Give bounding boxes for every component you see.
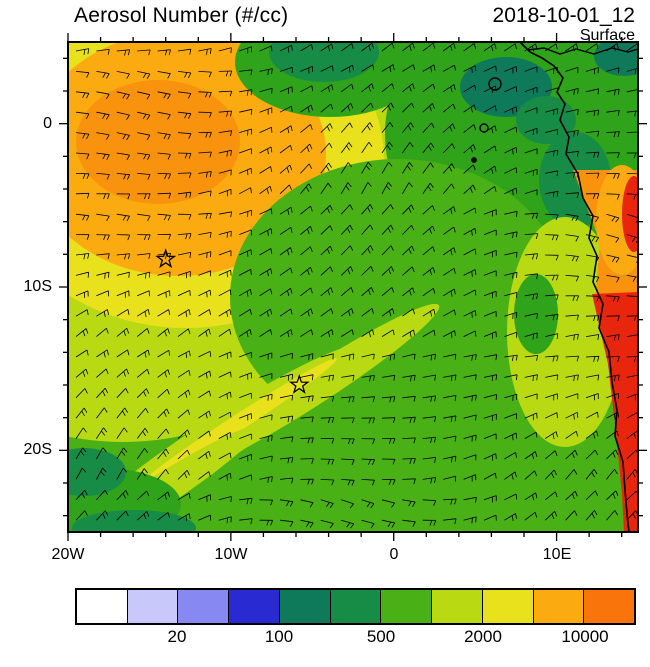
colorbar-label: 500	[366, 627, 396, 646]
field-region	[596, 165, 638, 275]
colorbar-swatch	[380, 590, 432, 623]
island-outline	[479, 123, 489, 133]
plot-datetime: 2018-10-01_12	[492, 4, 635, 27]
colorbar-label: 100	[264, 627, 294, 646]
star-marker	[288, 374, 310, 394]
x-tick-label-20w: 20W	[51, 546, 85, 563]
plot-title: Aerosol Number (#/cc)	[74, 4, 289, 27]
field-region	[76, 80, 240, 204]
x-tick-label-10e: 10E	[542, 546, 572, 563]
colorbar-swatch	[77, 590, 127, 623]
plot-frame	[59, 33, 647, 541]
x-tick-label-0: 0	[389, 546, 399, 563]
field-region	[72, 510, 196, 532]
star-marker	[155, 248, 177, 269]
field-region	[622, 176, 638, 252]
colorbar-swatch	[177, 590, 229, 623]
island-outline	[488, 77, 502, 91]
colorbar-swatch	[126, 590, 178, 623]
colorbar-label: 20	[167, 627, 187, 646]
map-plot	[59, 33, 647, 541]
island-outline	[471, 157, 477, 163]
colorbar-swatch	[532, 590, 584, 623]
colorbar-swatch	[583, 590, 635, 623]
y-tick-label-10s: 10S	[23, 278, 52, 295]
colorbar-label: 10000	[561, 627, 609, 646]
colorbar-swatch	[278, 590, 330, 623]
y-tick-label-0: 0	[43, 115, 52, 132]
field-region	[269, 42, 379, 82]
colorbar-labels: 20 100 500 2000 10000	[75, 627, 636, 649]
colorbar-swatch	[329, 590, 381, 623]
y-tick-label-20s: 20S	[23, 441, 52, 458]
field-region	[592, 292, 638, 532]
colorbar-label: 2000	[464, 627, 502, 646]
field-region	[135, 358, 337, 490]
field-region	[516, 96, 576, 144]
colorbar-swatch	[431, 590, 482, 623]
field-region	[68, 448, 126, 496]
colorbar-swatch	[228, 590, 279, 623]
colorbar	[75, 588, 636, 625]
colorbar-swatch	[481, 590, 533, 623]
wind-barbs	[75, 42, 638, 529]
axis-ticks	[59, 33, 647, 541]
x-tick-label-10w: 10W	[214, 546, 248, 563]
